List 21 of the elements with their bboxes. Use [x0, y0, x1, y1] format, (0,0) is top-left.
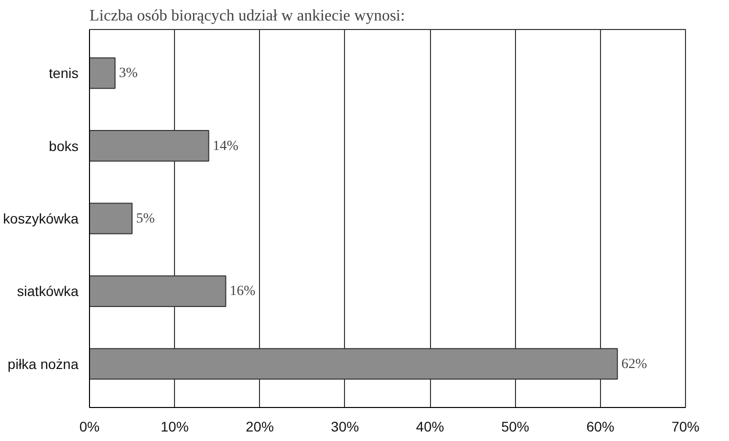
y-tick-label: koszykówka — [3, 210, 79, 226]
data-label: 16% — [230, 284, 256, 300]
x-tick-label: 40% — [416, 418, 444, 434]
x-tick-label: 30% — [330, 418, 359, 434]
data-label: 3% — [119, 66, 138, 82]
data-label: 62% — [621, 356, 648, 372]
data-label: 5% — [136, 212, 156, 226]
x-tick-label: 70% — [671, 418, 700, 434]
x-tick-label: 10% — [160, 418, 189, 434]
x-tick-label: 20% — [246, 418, 274, 434]
x-tick-label: 50% — [501, 418, 530, 434]
data-label: 14% — [212, 138, 239, 154]
x-tick-label: 0% — [79, 418, 100, 434]
x-tick-label: 60% — [586, 418, 614, 434]
y-tick-label: boks — [48, 138, 79, 154]
y-tick-label: tenis — [48, 65, 79, 82]
chart-title: Liczba osób biorących udział w ankiecie wynosi: — [90, 8, 405, 24]
bar — [90, 57, 116, 89]
bar — [90, 202, 133, 234]
y-tick-label: piłka nożna — [8, 356, 79, 372]
y-tick-label: siatkówka — [17, 283, 79, 300]
